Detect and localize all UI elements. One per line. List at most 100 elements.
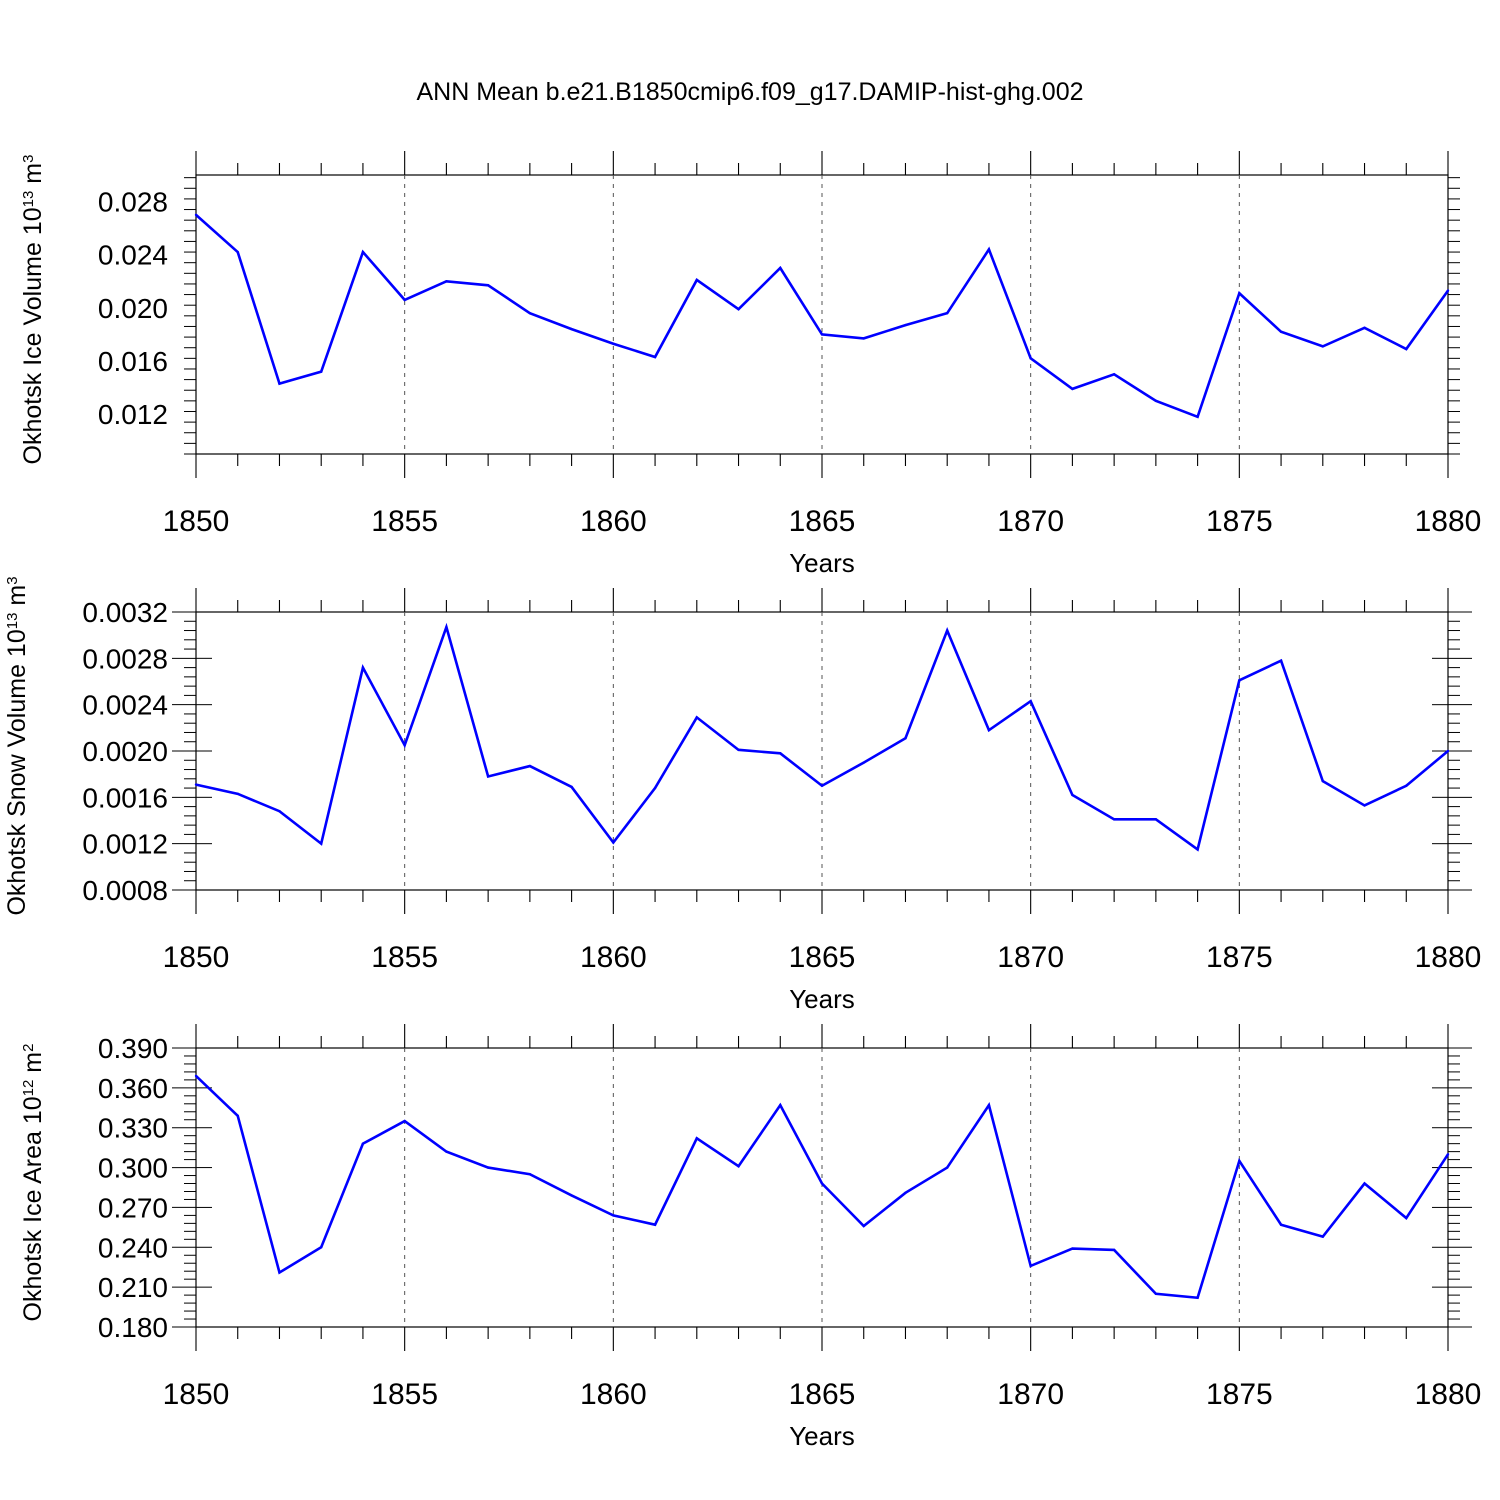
- y-tick-label: 0.0008: [82, 875, 168, 906]
- y-axis-title-superscript: 3: [4, 576, 21, 584]
- data-point: [612, 841, 615, 844]
- data-point: [820, 333, 824, 336]
- x-tick-label: 1850: [163, 505, 230, 538]
- x-tick-label: 1870: [997, 941, 1064, 974]
- y-axis-title: Okhotsk Ice Area 1012 m2: [19, 1044, 47, 1322]
- data-point: [1196, 1296, 1199, 1299]
- x-tick-label: 1875: [1206, 941, 1273, 974]
- data-point: [904, 1191, 907, 1195]
- y-tick-label: 0.020: [98, 293, 168, 324]
- data-point: [1071, 1247, 1074, 1250]
- y-axis-title-superscript: 13: [4, 613, 21, 630]
- data-point: [987, 1103, 991, 1107]
- x-tick-label: 1865: [789, 941, 856, 974]
- data-point: [1446, 1153, 1450, 1156]
- data-point: [361, 250, 365, 254]
- panel-1: 0.012 0.016 0.020 0.024 0.028 1850 1855 1860 186…: [19, 151, 1481, 578]
- data-point: [862, 1224, 865, 1228]
- data-point: [1196, 415, 1199, 418]
- data-point: [278, 382, 281, 385]
- x-tick-label: 1865: [789, 1378, 856, 1411]
- data-point: [904, 323, 907, 327]
- data-point: [1112, 373, 1116, 376]
- data-point: [1071, 387, 1074, 391]
- x-tick-label: 1850: [163, 941, 230, 974]
- data-point: [528, 1173, 532, 1176]
- data-point: [194, 783, 198, 786]
- data-point: [528, 311, 532, 315]
- y-tick-label: 0.270: [98, 1192, 168, 1223]
- y-axis-title: Okhotsk Ice Volume 1013 m3: [19, 155, 47, 465]
- data-point: [904, 737, 907, 740]
- x-axis-title: Years: [789, 984, 855, 1014]
- data-point: [987, 728, 991, 732]
- x-tick-label: 1855: [371, 505, 438, 538]
- y-tick-label: 0.360: [98, 1073, 168, 1104]
- y-tick-label: 0.012: [98, 399, 168, 430]
- data-point: [946, 1166, 949, 1169]
- x-axis-title: Years: [789, 1421, 855, 1451]
- data-point: [486, 775, 490, 778]
- data-point: [1196, 848, 1199, 851]
- y-axis-title-part: m: [19, 1052, 47, 1080]
- y-axis-title-superscript: 12: [20, 1080, 37, 1097]
- data-point: [1405, 784, 1408, 787]
- y-axis-title-part: m: [3, 585, 31, 613]
- data-point: [361, 666, 365, 669]
- data-point: [987, 248, 991, 251]
- data-point: [445, 1150, 448, 1153]
- data-point: [779, 752, 782, 755]
- data-point: [737, 307, 740, 311]
- data-point: [1279, 1223, 1283, 1226]
- data-point: [1321, 779, 1325, 783]
- data-point: [278, 1271, 281, 1274]
- y-axis-title-part: m: [19, 163, 47, 191]
- data-point: [695, 1137, 698, 1140]
- x-tick-label: 1870: [997, 505, 1064, 538]
- y-tick-label: 0.028: [98, 187, 168, 218]
- data-point: [820, 1182, 824, 1185]
- data-point: [1071, 793, 1074, 797]
- y-tick-label: 0.0016: [82, 782, 168, 813]
- data-point: [528, 764, 532, 768]
- data-point: [1405, 1216, 1408, 1220]
- data-point: [320, 370, 323, 373]
- data-point: [194, 213, 198, 217]
- data-point: [653, 355, 657, 359]
- x-tick-label: 1870: [997, 1378, 1064, 1411]
- y-tick-label: 0.390: [98, 1033, 168, 1064]
- y-axis-title-part: Okhotsk Ice Volume 10: [19, 207, 47, 464]
- data-point: [445, 280, 448, 283]
- data-point: [1029, 699, 1032, 703]
- x-tick-label: 1860: [580, 505, 647, 538]
- x-tick-label: 1860: [580, 941, 647, 974]
- data-point: [1154, 1292, 1158, 1295]
- data-point: [403, 744, 406, 747]
- y-tick-label: 0.016: [98, 346, 168, 377]
- y-tick-label: 0.240: [98, 1232, 168, 1263]
- data-point: [1112, 818, 1116, 821]
- y-axis-title-superscript: 3: [20, 155, 37, 163]
- data-point: [820, 784, 824, 787]
- data-point: [570, 785, 573, 789]
- x-tick-label: 1865: [789, 505, 856, 538]
- data-point: [403, 1119, 406, 1123]
- data-point: [1029, 1264, 1032, 1268]
- y-tick-label: 0.0012: [82, 829, 168, 860]
- y-axis-title: Okhotsk Snow Volume 1013 m3: [3, 576, 31, 915]
- data-point: [653, 786, 657, 790]
- x-tick-label: 1880: [1415, 1378, 1482, 1411]
- y-tick-label: 0.330: [98, 1113, 168, 1144]
- data-point: [862, 337, 865, 340]
- data-point: [653, 1223, 657, 1226]
- data-point: [946, 629, 949, 632]
- data-point: [403, 298, 406, 302]
- data-point: [1321, 345, 1325, 348]
- x-tick-label: 1855: [371, 941, 438, 974]
- data-point: [236, 792, 239, 796]
- data-point: [1279, 659, 1283, 662]
- data-point: [695, 716, 698, 719]
- data-point: [695, 278, 698, 282]
- data-point: [445, 625, 448, 629]
